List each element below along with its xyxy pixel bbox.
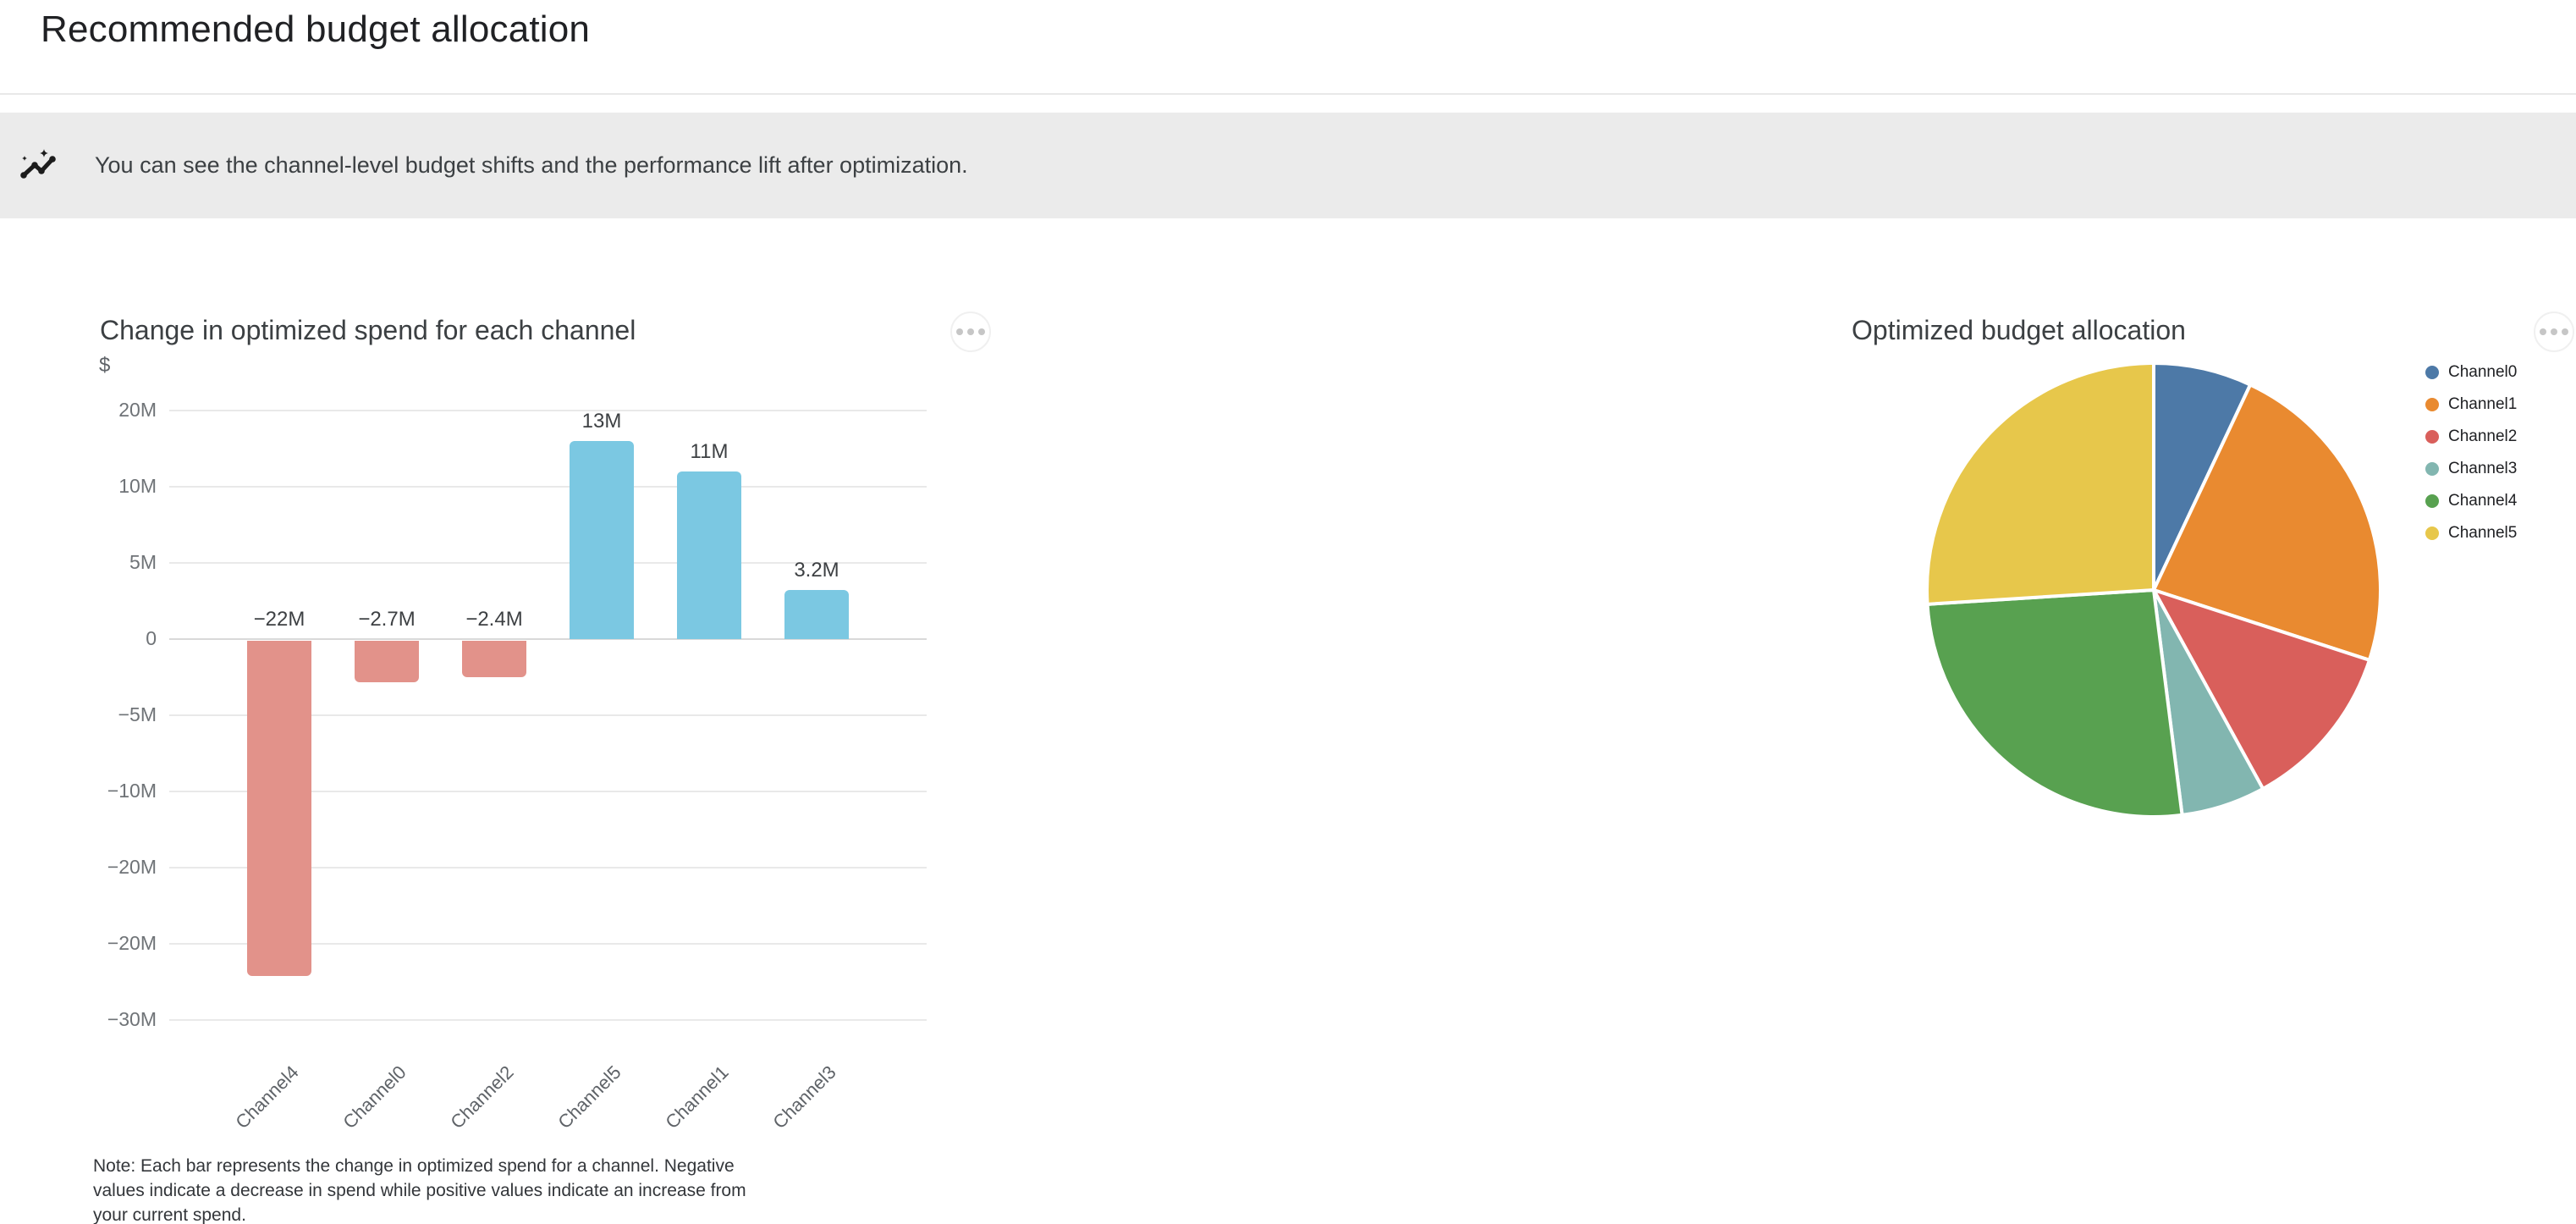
legend-swatch [2425,527,2439,540]
gridline [169,1019,927,1021]
y-tick-label: 10M [118,475,157,497]
y-tick-label: 5M [129,551,157,573]
y-tick-label: −5M [118,703,157,725]
menu-dot [2540,328,2546,335]
menu-dot [956,328,963,335]
insights-sparkles-icon [20,148,56,179]
legend-label: Channel2 [2448,427,2518,445]
pie-slice-channel4 [1925,588,2184,819]
bar-value-label: −2.4M [465,608,523,631]
legend-label: Channel3 [2448,460,2518,477]
gridline [169,410,927,411]
pie-chart [1925,361,2382,819]
legend-item-channel2: Channel2 [2425,427,2517,447]
menu-dot [2551,328,2557,335]
legend-item-channel3: Channel3 [2425,459,2517,479]
y-axis-unit-label: $ [99,354,111,377]
bar-channel0 [355,641,419,682]
pie-slice-channel1 [2152,383,2382,662]
header-divider [0,93,2576,95]
legend-swatch [2425,494,2439,508]
legend-item-channel0: Channel0 [2425,362,2517,383]
pie-chart-legend: Channel0 Channel1 Channel2 Channel3 Channel4… [2425,362,2517,555]
legend-label: Channel4 [2448,492,2518,510]
bar-channel3 [784,590,849,639]
bar-chart-note: Note: Each bar represents the change in … [93,1156,746,1224]
legend-label: Channel1 [2448,395,2518,413]
legend-label: Channel5 [2448,524,2518,542]
bar-value-label: 3.2M [794,559,839,582]
bar-chart-title: Change in optimized spend for each chann… [100,315,636,345]
gridline [169,943,927,945]
menu-dot [2562,328,2568,335]
pie-slice-channel0 [2152,361,2253,592]
gridline [169,867,927,868]
y-tick-label: −20M [107,932,157,954]
pie-chart-menu-button[interactable] [2534,312,2574,352]
y-tick-label: 20M [118,399,157,421]
page-title: Recommended budget allocation [41,8,591,50]
info-banner: You can see the channel-level budget shi… [0,113,2576,218]
legend-swatch [2425,462,2439,476]
bar-value-label: 11M [690,440,729,463]
pie-slice-channel2 [2152,588,2371,791]
legend-item-channel1: Channel1 [2425,394,2517,415]
bar-channel5 [570,441,634,639]
legend-swatch [2425,398,2439,411]
gridline [169,638,927,640]
pie-slice-channel5 [1925,361,2155,606]
legend-label: Channel0 [2448,363,2518,381]
gridline [169,791,927,792]
legend-swatch [2425,366,2439,379]
pie-chart-title: Optimized budget allocation [1852,315,2186,345]
legend-item-channel5: Channel5 [2425,523,2517,543]
gridline [169,562,927,564]
y-tick-label: −20M [107,856,157,878]
bar-channel2 [462,641,526,678]
menu-dot [967,328,974,335]
bar-value-label: −22M [253,608,305,631]
legend-item-channel4: Channel4 [2425,491,2517,511]
gridline [169,714,927,716]
menu-dot [978,328,985,335]
bar-chart-menu-button[interactable] [950,312,991,352]
banner-text: You can see the channel-level budget shi… [95,152,968,178]
y-tick-label: −30M [107,1008,157,1030]
y-tick-label: 0 [146,627,157,649]
bar-channel1 [677,471,741,639]
legend-swatch [2425,430,2439,444]
gridline [169,486,927,488]
y-tick-label: −10M [107,780,157,802]
bar-value-label: −2.7M [358,608,416,631]
bar-value-label: 13M [581,410,622,433]
bar-channel4 [247,641,311,976]
